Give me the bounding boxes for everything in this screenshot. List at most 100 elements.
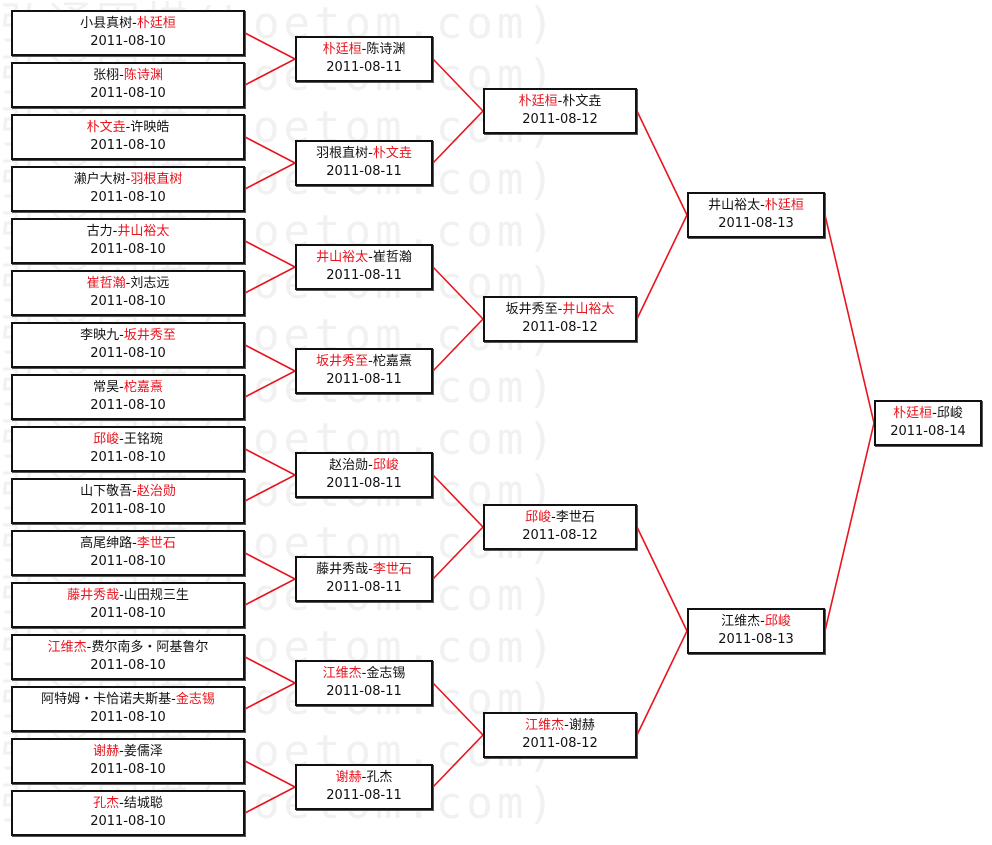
match-date: 2011-08-10 (90, 710, 166, 725)
match-players: 藤井秀哉-李世石 (297, 561, 431, 579)
player-2: 姜儒泽 (123, 744, 163, 759)
connector-line (244, 474, 296, 502)
match-box-round-1: 高尾绅路-李世石 2011-08-10 (11, 530, 245, 576)
player-1: 山下敬吾 (80, 484, 133, 499)
player-1: 古力 (86, 224, 113, 239)
connector-line (244, 344, 296, 372)
match-box-round-2: 赵治勋-邱峻 2011-08-11 (295, 452, 433, 498)
match-players: 常昊-柁嘉熹 (13, 379, 243, 397)
connector-line (432, 526, 484, 580)
match-players: 井山裕太-朴廷桓 (689, 197, 823, 215)
match-players: 邱峻-王铭琬 (13, 431, 243, 449)
match-players: 高尾绅路-李世石 (13, 535, 243, 553)
player-1: 藤井秀哉 (67, 588, 120, 603)
match-box-round-1: 孔杰-结城聪 2011-08-10 (11, 790, 245, 836)
match-box-round-2: 朴廷桓-陈诗渊 2011-08-11 (295, 36, 433, 82)
separator: - (125, 172, 131, 187)
player-1: 张栩 (93, 68, 120, 83)
match-players: 坂井秀至-柁嘉熹 (297, 353, 431, 371)
player-1: 邱峻 (93, 432, 120, 447)
player-1: 小县真树 (80, 16, 133, 31)
player-2: 朴文垚 (372, 146, 412, 161)
player-2: 坂井秀至 (123, 328, 176, 343)
player-2: 朴文垚 (562, 94, 602, 109)
player-1: 藤井秀哉 (316, 562, 369, 577)
match-box-round-1: 山下敬吾-赵治勋 2011-08-10 (11, 478, 245, 524)
player-1: 井山裕太 (708, 198, 761, 213)
player-2: 邱峻 (764, 614, 791, 629)
match-box-round-3: 邱峻-李世石 2011-08-12 (483, 504, 637, 550)
match-date: 2011-08-10 (90, 606, 166, 621)
match-date: 2011-08-10 (90, 34, 166, 49)
match-date: 2011-08-10 (90, 346, 166, 361)
connector-line (824, 422, 875, 632)
match-players: 小县真树-朴廷桓 (13, 15, 243, 33)
connector-line (636, 630, 688, 736)
match-box-round-4: 井山裕太-朴廷桓 2011-08-13 (687, 192, 825, 238)
player-2: 陈诗渊 (366, 42, 406, 57)
player-2: 刘志远 (130, 276, 170, 291)
match-box-round-3: 江维杰-谢赫 2011-08-12 (483, 712, 637, 758)
connector-line (432, 682, 484, 736)
separator: - (86, 640, 92, 655)
player-2: 费尔南多・阿基鲁尔 (91, 640, 209, 655)
separator: - (557, 94, 563, 109)
match-players: 山下敬吾-赵治勋 (13, 483, 243, 501)
connector-line (432, 58, 484, 112)
match-players: 朴廷桓-朴文垚 (485, 93, 635, 111)
player-2: 谢赫 (568, 718, 595, 733)
match-players: 藤井秀哉-山田规三生 (13, 587, 243, 605)
connector-line (244, 266, 296, 294)
separator: - (119, 328, 124, 343)
match-players: 江维杰-邱峻 (689, 613, 823, 631)
match-box-round-1: 崔哲瀚-刘志远 2011-08-10 (11, 270, 245, 316)
match-date: 2011-08-11 (326, 476, 402, 491)
separator: - (119, 588, 124, 603)
match-box-round-4: 江维杰-邱峻 2011-08-13 (687, 608, 825, 654)
match-box-round-3: 朴廷桓-朴文垚 2011-08-12 (483, 88, 637, 134)
match-box-round-1: 朴文垚-许映皓 2011-08-10 (11, 114, 245, 160)
connector-line (432, 474, 484, 528)
separator: - (112, 224, 118, 239)
match-box-round-3: 坂井秀至-井山裕太 2011-08-12 (483, 296, 637, 342)
match-box-round-2: 羽根直树-朴文垚 2011-08-11 (295, 140, 433, 186)
connector-line (824, 214, 875, 424)
separator: - (557, 302, 563, 317)
player-1: 朴廷桓 (322, 42, 362, 57)
separator: - (760, 198, 765, 213)
match-date: 2011-08-10 (90, 762, 166, 777)
match-box-round-1: 小县真树-朴廷桓 2011-08-10 (11, 10, 245, 56)
match-players: 李映九-坂井秀至 (13, 327, 243, 345)
separator: - (119, 796, 124, 811)
separator: - (361, 666, 367, 681)
connector-line (636, 110, 688, 216)
match-players: 崔哲瀚-刘志远 (13, 275, 243, 293)
player-1: 朴廷桓 (893, 406, 933, 421)
player-1: 坂井秀至 (505, 302, 558, 317)
player-2: 李世石 (136, 536, 176, 551)
separator: - (368, 354, 373, 369)
separator: - (119, 68, 124, 83)
match-date: 2011-08-10 (90, 86, 166, 101)
player-2: 孔杰 (366, 770, 393, 785)
match-box-round-1: 张栩-陈诗渊 2011-08-10 (11, 62, 245, 108)
match-box-round-1: 藤井秀哉-山田规三生 2011-08-10 (11, 582, 245, 628)
match-box-round-1: 濑户大树-羽根直树 2011-08-10 (11, 166, 245, 212)
match-date: 2011-08-10 (90, 398, 166, 413)
player-2: 崔哲瀚 (372, 250, 412, 265)
separator: - (368, 458, 373, 473)
connector-line (244, 656, 296, 684)
separator: - (760, 614, 765, 629)
match-date: 2011-08-11 (326, 372, 402, 387)
player-2: 金志锡 (366, 666, 406, 681)
match-players: 赵治勋-邱峻 (297, 457, 431, 475)
connector-line (244, 760, 296, 788)
connector-line (432, 318, 484, 372)
player-1: 常昊 (93, 380, 120, 395)
player-1: 坂井秀至 (316, 354, 369, 369)
separator: - (132, 536, 137, 551)
player-1: 谢赫 (93, 744, 120, 759)
match-date: 2011-08-11 (326, 788, 402, 803)
